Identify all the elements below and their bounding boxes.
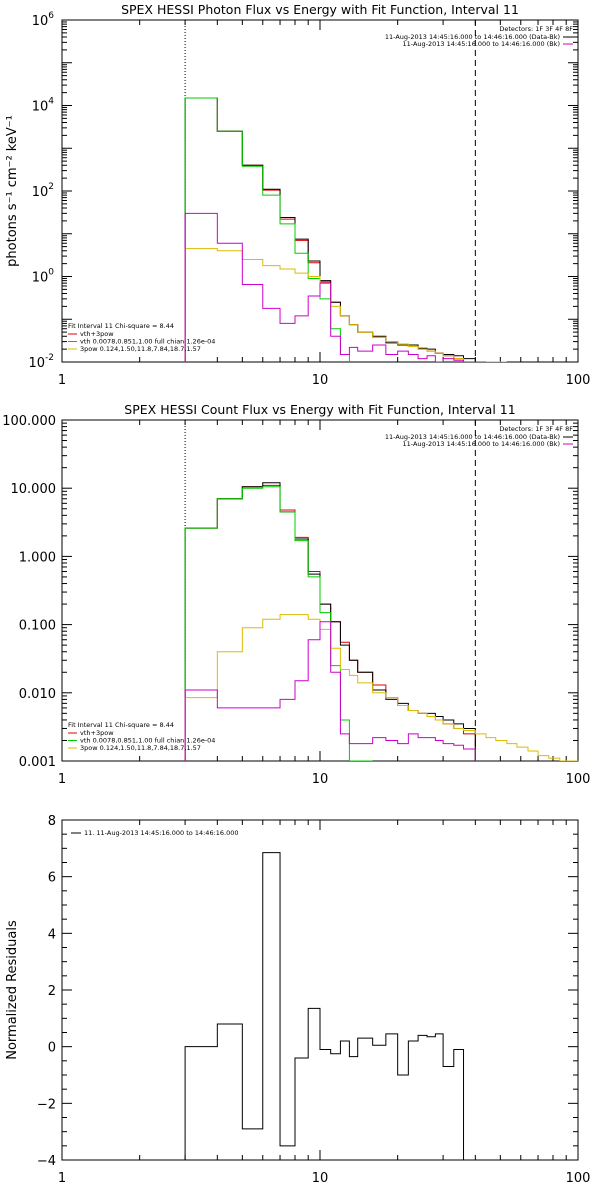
y-axis-label: Normalized Residuals — [5, 920, 20, 1060]
y-tick-label: 0 — [48, 1041, 56, 1056]
y-tick-label: 100.000 — [2, 414, 56, 429]
y-axis-label: photons s⁻¹ cm⁻² keV⁻¹ — [5, 115, 20, 267]
x-tick-label: 10 — [312, 772, 329, 787]
x-tick-label: 100 — [566, 1171, 591, 1186]
series-line-vth — [184, 97, 350, 362]
series-line-bk — [184, 621, 476, 761]
series-group — [184, 852, 465, 1160]
x-tick-label: 100 — [566, 373, 591, 388]
plot-frame — [61, 19, 579, 363]
y-tick-label: 2 — [48, 984, 56, 999]
x-tick-label: 1 — [58, 1171, 66, 1186]
chart-panel-1: 1 10 100 10-2 100 102 104 106 SPEX HESSI Photon … — [5, 2, 590, 388]
y-tick-label: 102 — [32, 182, 54, 200]
legend-entry: 11-Aug-2013 14:45:16.000 to 14:46:16.000… — [403, 40, 560, 48]
fit-legend-entry: vth+3pow — [80, 330, 114, 338]
plot-frame — [61, 819, 579, 1161]
series-line-data-bk — [184, 97, 487, 362]
legend-entry: 11-Aug-2013 14:45:16.000 to 14:46:16.000… — [403, 440, 560, 448]
series-line-data-bk — [184, 482, 476, 761]
fit-legend-entry: vth 0.0078,0.851,1.00 full chian 1.26e-0… — [80, 338, 215, 346]
x-tick-label: 10 — [312, 373, 329, 388]
y-tick-label: 4 — [48, 927, 56, 942]
y-tick-marks — [62, 819, 578, 1161]
series-line-residuals — [184, 852, 465, 1160]
fit-legend-entry: vth 0.0078,0.851,1.00 full chian 1.26e-0… — [80, 737, 215, 745]
y-tick-label: 6 — [48, 871, 56, 886]
y-tick-marks — [62, 419, 578, 762]
x-tick-marks — [61, 20, 567, 362]
y-tick-label: 0.001 — [19, 755, 56, 770]
y-tick-label: 104 — [32, 97, 55, 115]
chart-title: SPEX HESSI Count Flux vs Energy with Fit… — [124, 402, 515, 417]
fit-legend-entry: 3pow 0.124,1.50,11.8,7.84,18.7,1.57 — [80, 744, 201, 752]
y-tick-marks — [62, 19, 578, 363]
chart-title: SPEX HESSI Photon Flux vs Energy with Fi… — [121, 2, 519, 17]
fit-legend-entry: 3pow 0.124,1.50,11.8,7.84,18.7,1.57 — [80, 345, 201, 353]
chart-panel-3: 1 10 100 −4 −2 0 2 4 6 8 Normalized Residuals 11. 1… — [5, 814, 590, 1186]
x-tick-marks — [61, 420, 567, 761]
y-tick-label: 10-2 — [28, 353, 54, 371]
fit-legend-header: Fit Interval 11 Chi-square = 8.44 — [68, 322, 174, 330]
legend-header: Detectors: 1F 3F 4F 8F — [499, 425, 573, 433]
legend-entry: 11-Aug-2013 14:45:16.000 to 14:46:16.000… — [385, 433, 560, 441]
series-line-bk — [184, 212, 487, 362]
x-tick-label: 1 — [58, 373, 66, 388]
series-group — [184, 482, 578, 761]
series-group — [184, 97, 507, 362]
chart-panel-2: 1 10 100 0.001 0.010 0.100 1.000 10.000 100.000 S… — [2, 402, 590, 787]
y-tick-label: −2 — [37, 1097, 56, 1112]
y-tick-label: 0.010 — [19, 687, 56, 702]
y-tick-label: 106 — [32, 11, 55, 29]
y-tick-label: 10.000 — [11, 482, 57, 497]
legend-entry: 11-Aug-2013 14:45:16.000 to 14:46:16.000… — [385, 33, 560, 41]
x-tick-marks — [61, 820, 567, 1160]
legend-header: Detectors: 1F 3F 4F 8F — [499, 25, 573, 33]
series-line-3pow — [184, 614, 578, 761]
fit-legend-entry: vth+3pow — [80, 729, 114, 737]
series-line-vth-3pow — [184, 97, 487, 362]
y-tick-label: 1.000 — [19, 550, 56, 565]
y-tick-label: −4 — [37, 1154, 56, 1169]
series-line-3pow — [184, 248, 507, 362]
x-tick-label: 1 — [58, 772, 66, 787]
series-line-vth — [184, 486, 373, 761]
x-tick-label: 100 — [566, 772, 591, 787]
x-tick-label: 10 — [312, 1171, 329, 1186]
y-tick-label: 100 — [32, 268, 55, 286]
y-tick-label: 8 — [48, 814, 56, 829]
residual-legend-entry: 11. 11-Aug-2013 14:45:16.000 to 14:46:16… — [84, 829, 239, 837]
fit-legend-header: Fit Interval 11 Chi-square = 8.44 — [68, 721, 174, 729]
y-tick-label: 0.100 — [19, 619, 56, 634]
